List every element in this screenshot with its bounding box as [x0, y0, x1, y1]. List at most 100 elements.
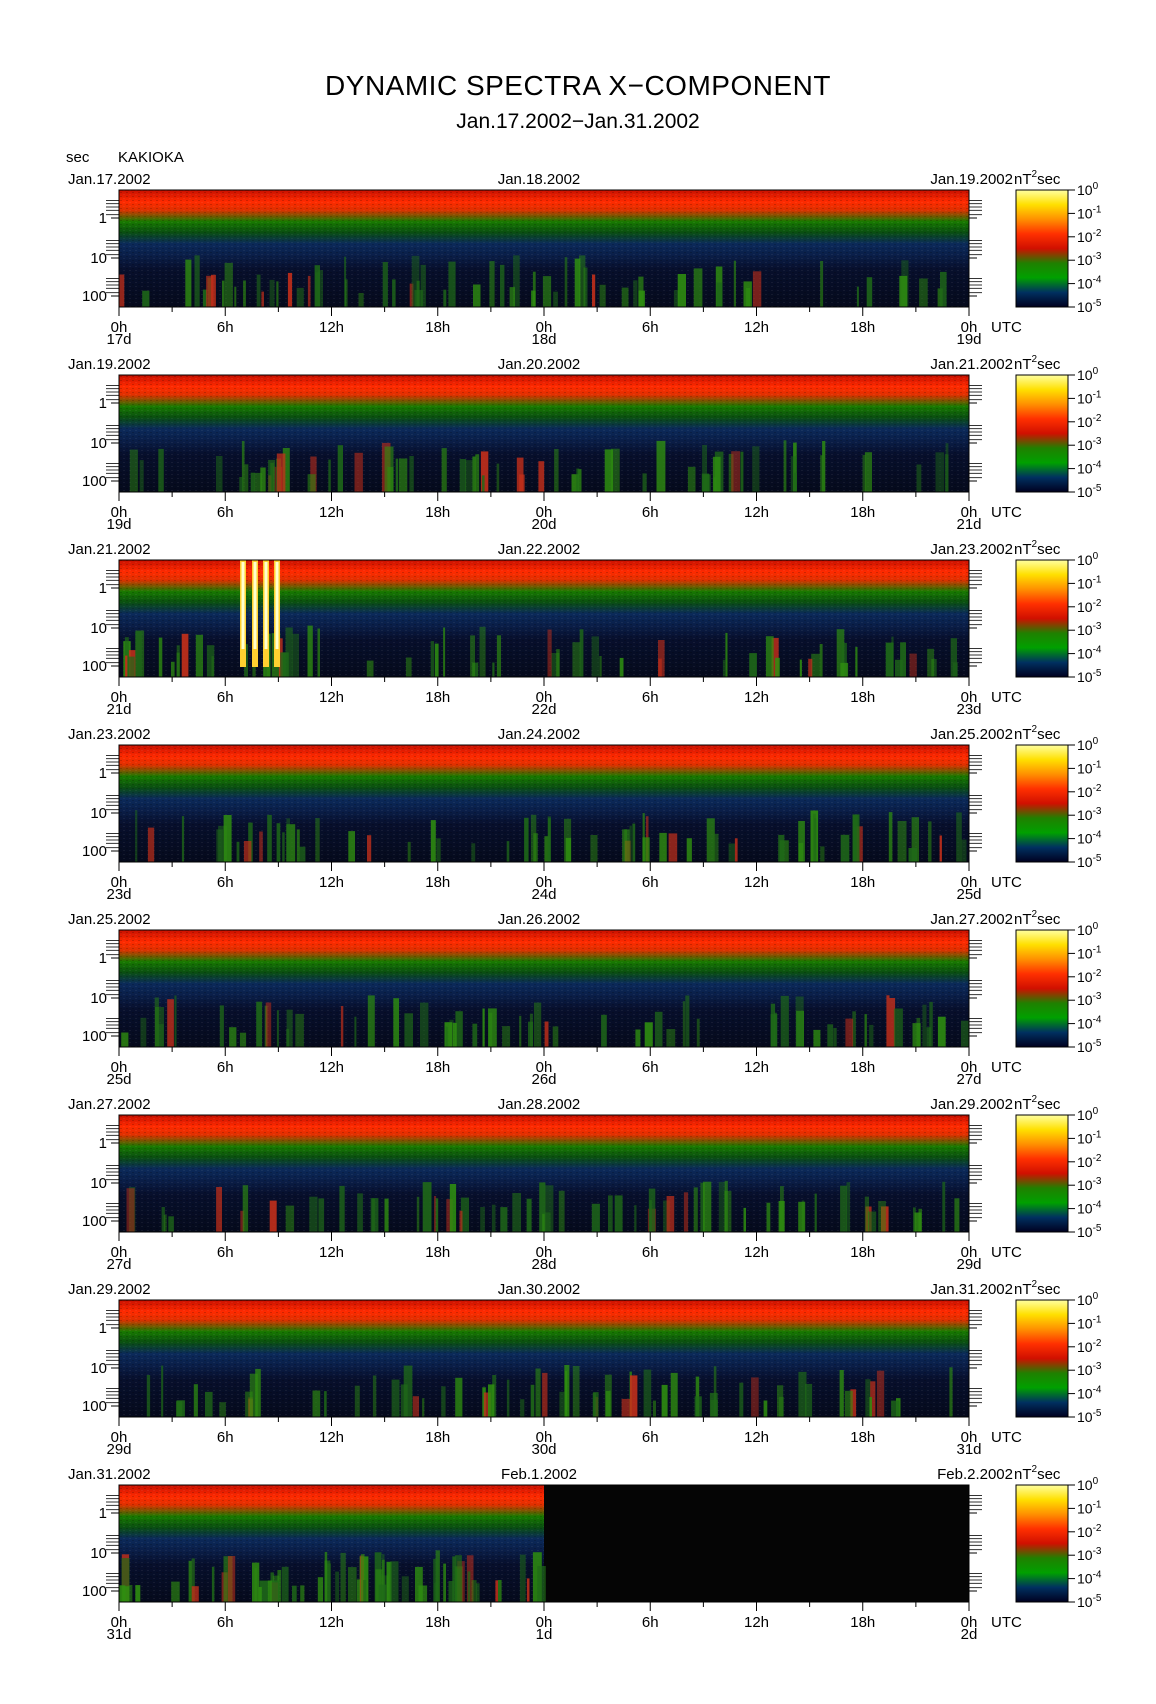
activity-burst	[833, 1028, 837, 1047]
activity-burst	[900, 642, 906, 677]
x-tick-label: 18h	[850, 1244, 875, 1261]
activity-burst	[479, 626, 486, 677]
activity-burst	[286, 824, 296, 862]
x-tick-label: 18h	[425, 1244, 450, 1261]
activity-burst	[856, 286, 859, 307]
activity-burst	[919, 278, 928, 307]
y-tick-label: 10	[90, 1360, 107, 1377]
activity-burst	[276, 281, 279, 307]
activity-burst	[282, 448, 290, 492]
activity-burst	[520, 1399, 525, 1417]
activity-burst	[693, 268, 703, 307]
colorbar-tick-label: 10-3	[1077, 251, 1102, 268]
x-tick-label: 0h	[961, 1244, 978, 1261]
activity-burst	[780, 995, 789, 1047]
activity-burst	[840, 1185, 847, 1232]
day-label: 1d	[536, 1626, 553, 1643]
activity-burst	[337, 445, 343, 492]
activity-burst	[366, 660, 374, 677]
activity-burst	[441, 448, 447, 492]
x-tick-label: 0h	[536, 504, 553, 521]
activity-burst	[372, 1375, 377, 1417]
activity-burst	[363, 1580, 367, 1602]
activity-burst	[798, 1371, 807, 1417]
colorbar-tick-label: 10-4	[1077, 1200, 1102, 1217]
activity-burst	[418, 1585, 428, 1602]
activity-burst	[245, 1391, 253, 1417]
activity-burst	[193, 1384, 198, 1417]
activity-burst	[495, 1580, 498, 1602]
activity-burst	[814, 818, 817, 862]
activity-burst	[593, 1392, 599, 1417]
activity-burst	[500, 1207, 508, 1232]
activity-burst	[878, 1201, 886, 1232]
activity-burst	[798, 1201, 806, 1232]
activity-burst	[370, 1198, 379, 1232]
activity-burst	[558, 1190, 565, 1232]
activity-burst	[295, 1013, 304, 1047]
colorbar-tick-label: 10-5	[1077, 1223, 1102, 1240]
activity-burst	[942, 1181, 946, 1232]
pulsation-core	[275, 562, 279, 649]
activity-burst	[269, 1200, 277, 1232]
activity-burst	[677, 274, 686, 307]
activity-burst	[547, 818, 551, 862]
spectrum-texture	[119, 1485, 544, 1602]
activity-burst	[185, 259, 192, 307]
pulsation-core	[241, 562, 245, 649]
left-date-label: Jan.31.2002	[68, 1466, 151, 1483]
activity-burst	[685, 995, 690, 1047]
activity-burst	[318, 270, 323, 307]
activity-burst	[422, 1182, 432, 1232]
pulsation-core	[264, 562, 268, 649]
station-label: KAKIOKA	[118, 149, 184, 166]
day-label: 31d	[106, 1626, 131, 1643]
activity-burst	[502, 1026, 511, 1047]
day-label: 28d	[531, 1256, 556, 1273]
x-tick-label: 12h	[744, 1244, 769, 1261]
activity-burst	[911, 817, 919, 862]
x-tick-label: 0h	[111, 689, 128, 706]
activity-burst	[822, 441, 826, 492]
x-tick-label: 6h	[642, 874, 659, 891]
activity-burst	[129, 449, 138, 492]
x-tick-label: 0h	[961, 874, 978, 891]
activity-burst	[927, 648, 935, 677]
activity-burst	[416, 280, 420, 307]
colorbar-tick-label: 10-2	[1077, 1523, 1102, 1540]
y-tick-label: 10	[90, 250, 107, 267]
activity-burst	[135, 631, 142, 677]
activity-burst	[766, 1202, 771, 1232]
activity-burst	[227, 1556, 236, 1602]
colorbar-tick-label: 100	[1077, 1291, 1099, 1308]
activity-burst	[865, 1379, 871, 1417]
x-tick-label: 0h	[111, 319, 128, 336]
day-label: 30d	[531, 1441, 556, 1458]
activity-burst	[743, 281, 752, 307]
activity-burst	[307, 474, 316, 492]
mid-date-label: Jan.30.2002	[498, 1281, 581, 1298]
x-tick-label: 0h	[536, 1059, 553, 1076]
activity-burst	[498, 1580, 502, 1602]
activity-burst	[239, 477, 243, 492]
activity-burst	[276, 453, 286, 492]
activity-burst	[891, 636, 894, 677]
activity-burst	[265, 1002, 272, 1047]
activity-burst	[795, 996, 804, 1047]
activity-burst	[544, 836, 550, 862]
x-tick-label: 12h	[744, 319, 769, 336]
x-tick-label: 0h	[961, 1429, 978, 1446]
x-tick-label: 12h	[319, 1244, 344, 1261]
activity-burst	[472, 1023, 478, 1047]
activity-burst	[670, 1372, 678, 1417]
colorbar-unit: nT2sec	[1014, 909, 1061, 928]
x-tick-label: 0h	[111, 1429, 128, 1446]
activity-burst	[395, 458, 399, 492]
activity-burst	[619, 657, 624, 677]
activity-burst	[146, 1375, 151, 1417]
activity-burst	[599, 284, 606, 307]
activity-burst	[547, 629, 552, 677]
activity-burst	[471, 1580, 477, 1602]
